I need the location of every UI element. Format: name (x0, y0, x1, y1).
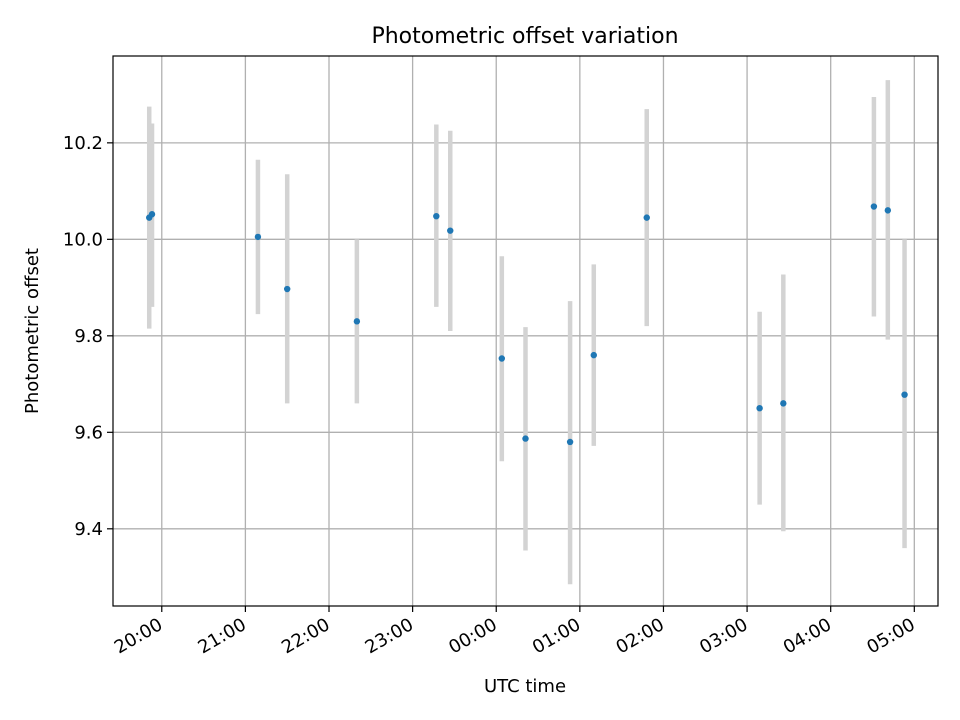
y-tick-label: 9.8 (74, 326, 103, 347)
y-tick-label: 10.2 (63, 133, 103, 154)
data-point (498, 355, 506, 362)
data-point (884, 207, 892, 214)
data-point (756, 404, 763, 412)
y-axis-label: Photometric offset (22, 248, 43, 414)
y-tick-label: 9.6 (74, 422, 103, 443)
y-tick-label: 9.4 (74, 519, 103, 540)
y-tick-label: 10.0 (63, 229, 103, 250)
data-point (447, 227, 454, 234)
data-point (522, 435, 529, 442)
data-point (643, 214, 650, 221)
data-point (148, 211, 156, 218)
point-layer (146, 203, 908, 446)
data-point (566, 438, 574, 446)
x-axis-label: UTC time (484, 676, 566, 697)
data-point (780, 400, 787, 407)
data-point (283, 285, 291, 293)
data-point (353, 318, 361, 325)
data-point (254, 233, 262, 241)
chart-title: Photometric offset variation (371, 24, 678, 49)
data-point (590, 351, 597, 359)
plot-frame (112, 55, 939, 607)
data-point (901, 391, 908, 398)
data-point (870, 203, 878, 210)
data-point (433, 212, 440, 220)
